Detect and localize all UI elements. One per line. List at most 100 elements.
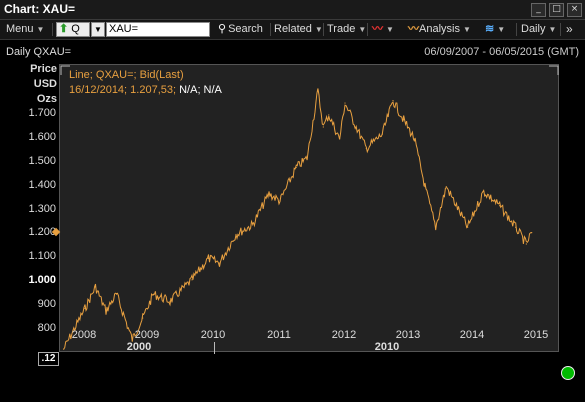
y-tick-label: 1.000 (28, 274, 56, 287)
data-point (306, 157, 308, 159)
y-tick-label: 1.300 (28, 202, 56, 215)
y-tick-label: 800 (37, 322, 56, 334)
x-tick-label: 2008 (71, 329, 97, 341)
q-button[interactable]: ⬆ Q (56, 22, 90, 37)
data-point (169, 300, 171, 302)
x-tick-label: 2015 (523, 329, 549, 341)
x-tick-label: 2012 (331, 329, 357, 341)
interval-dropdown[interactable]: Daily ▼ (521, 23, 557, 35)
separator (323, 23, 324, 36)
data-point (328, 114, 330, 116)
data-point (424, 186, 426, 188)
frame-bracket (549, 65, 559, 75)
data-point (499, 205, 501, 207)
maximize-icon[interactable]: □ (549, 3, 564, 17)
up-arrow-icon: ⬆ (59, 23, 69, 35)
series-line-qxau (63, 88, 532, 350)
data-point (525, 243, 527, 245)
data-point (392, 100, 394, 102)
data-point (268, 193, 270, 195)
chart-type-button[interactable]: 〰 ▼ (372, 23, 394, 35)
data-point (531, 232, 533, 234)
unit-label-ozs: Ozs (36, 93, 57, 105)
y-tick-label: 1.400 (28, 178, 56, 191)
data-point (365, 147, 367, 150)
x-tick-label: 2013 (395, 329, 421, 341)
related-button[interactable]: Related ▼ (274, 23, 323, 35)
legend-line1: Line; QXAU=; Bid(Last) (69, 69, 184, 81)
separator (52, 23, 53, 36)
search-button[interactable]: ⚲ Search (218, 23, 263, 35)
q-dropdown-button[interactable]: ▼ (91, 22, 105, 37)
separator (560, 23, 561, 36)
data-point (317, 90, 319, 92)
separator (516, 23, 517, 36)
studies-button[interactable]: ≋ ▼ (485, 23, 506, 35)
chevron-down-icon: ▼ (36, 25, 45, 34)
y-tick-label: 1.600 (28, 130, 56, 143)
symbol-input[interactable]: XAU= (106, 22, 210, 37)
search-icon: ⚲ (218, 23, 227, 35)
chart-header-title: Daily QXAU= (6, 46, 72, 58)
analysis-button[interactable]: 〰Analysis ▼ (408, 23, 471, 35)
chart-date-range: 06/09/2007 - 06/05/2015 (GMT) (424, 46, 579, 58)
analysis-icon: 〰 (408, 23, 419, 35)
data-point (515, 226, 517, 228)
more-icon[interactable]: » (566, 22, 573, 36)
data-point (218, 262, 221, 264)
data-point (115, 293, 118, 295)
data-point (152, 293, 155, 295)
chart-legend: Line; QXAU=; Bid(Last) 16/12/2014; 1.207… (69, 68, 222, 98)
data-point (322, 126, 324, 128)
x-tick-label: 2011 (267, 329, 291, 341)
window-title: Chart: XAU= (4, 2, 76, 16)
close-icon[interactable]: × (567, 3, 582, 17)
data-point (483, 190, 485, 193)
trade-button[interactable]: Trade ▼ (327, 23, 367, 35)
data-point (94, 286, 97, 288)
x-tick-label: 2010 (200, 329, 226, 341)
data-point (445, 186, 447, 188)
unit-label-usd: USD (33, 78, 57, 90)
menu-button[interactable]: Menu ▼ (6, 23, 45, 35)
plot-area[interactable] (59, 64, 559, 352)
data-point (435, 226, 437, 228)
last-value-box: .12 (38, 352, 59, 366)
data-point (295, 166, 297, 169)
data-point (191, 279, 193, 281)
data-point (403, 119, 405, 121)
x-tick-label: 2014 (459, 329, 485, 341)
x-tick-label: 2009 (134, 329, 160, 341)
data-point (279, 200, 281, 202)
y-tick-label: 1.700 (28, 107, 56, 119)
data-point (344, 102, 346, 104)
data-point (84, 307, 86, 310)
data-point (131, 338, 133, 341)
separator (367, 23, 368, 36)
data-point (207, 257, 210, 259)
data-point (235, 233, 237, 236)
period-divider (214, 342, 215, 354)
data-point (63, 348, 65, 350)
data-point (251, 224, 254, 226)
price-chart (60, 65, 559, 350)
legend-na: N/A; N/A (179, 84, 222, 96)
data-point (105, 310, 107, 312)
data-point (413, 138, 415, 140)
toolbar: Menu ▼ ⬆ Q ▼ XAU= ⚲ Search Related ▼ Trade ▼… (0, 20, 585, 40)
title-bar: Chart: XAU= _ □ × (0, 0, 585, 20)
unit-label-price: Price (30, 63, 57, 75)
minimize-icon[interactable]: _ (531, 3, 546, 17)
y-tick-label: 1.500 (28, 154, 56, 167)
status-indicator-icon[interactable] (561, 366, 575, 380)
data-point (467, 226, 469, 228)
y-tick-label: 1.100 (28, 250, 56, 263)
x-major-tick-label: 2000 (126, 341, 152, 353)
separator (270, 23, 271, 36)
waves-icon: ≋ (485, 23, 495, 35)
data-point (338, 138, 341, 140)
frame-bracket (60, 65, 70, 75)
y-tick-label: 900 (37, 298, 56, 311)
data-point (142, 317, 144, 319)
